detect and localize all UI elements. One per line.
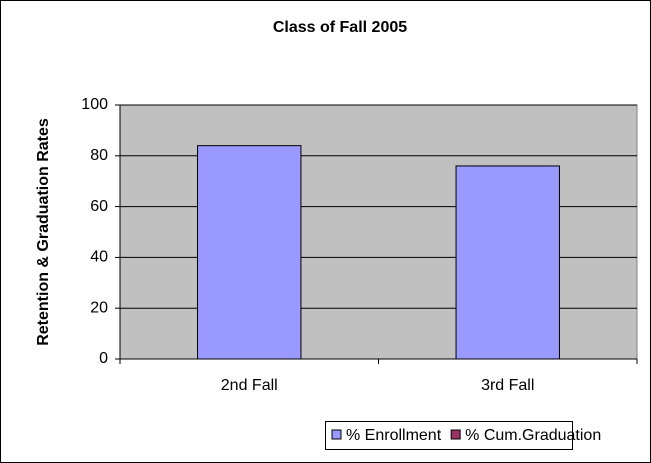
bar — [197, 145, 302, 360]
y-tick-label: 0 — [99, 350, 108, 367]
legend-label: % Enrollment — [346, 427, 442, 444]
y-tick-label: 40 — [90, 249, 108, 266]
legend-label: % Cum.Graduation — [465, 427, 601, 444]
legend-swatch — [450, 429, 461, 440]
chart-title: Class of Fall 2005 — [273, 19, 407, 36]
y-tick-label: 80 — [90, 147, 108, 164]
y-tick-label: 20 — [90, 299, 108, 316]
x-tick-label: 3rd Fall — [481, 377, 534, 394]
y-tick-label: 100 — [81, 96, 108, 113]
y-tick-label: 60 — [90, 198, 108, 215]
bar — [455, 165, 560, 360]
legend — [325, 421, 573, 450]
legend-swatch — [331, 429, 342, 440]
y-axis-label: Retention & Graduation Rates — [35, 118, 52, 346]
x-tick-label: 2nd Fall — [221, 377, 278, 394]
